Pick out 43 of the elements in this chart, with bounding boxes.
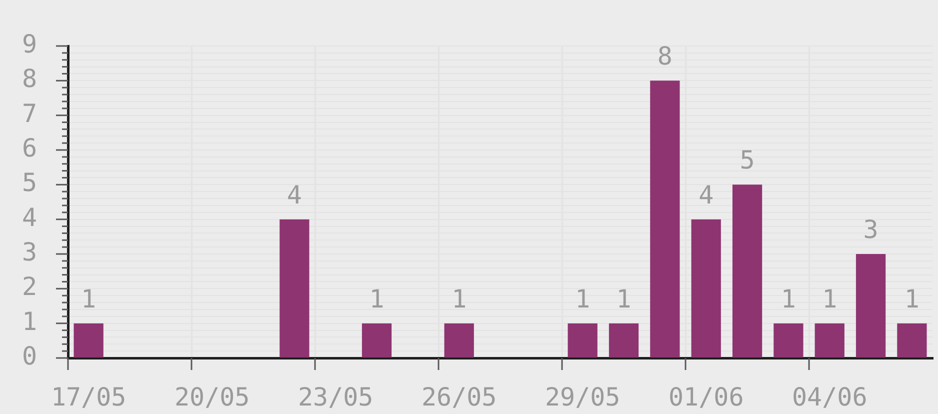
bar bbox=[74, 323, 104, 358]
x-tick-label: 17/05 bbox=[50, 382, 126, 412]
bar bbox=[814, 323, 844, 358]
data-label: 1 bbox=[81, 284, 96, 314]
y-tick-label: 6 bbox=[22, 134, 37, 162]
bar bbox=[856, 254, 886, 358]
y-tick-label: 7 bbox=[22, 98, 37, 128]
y-tick-label: 4 bbox=[22, 202, 37, 232]
x-tick-label: 04/06 bbox=[792, 382, 868, 412]
bar bbox=[568, 323, 598, 358]
data-label: 1 bbox=[369, 284, 384, 314]
bar bbox=[280, 219, 310, 358]
data-label: 1 bbox=[616, 284, 632, 314]
bar bbox=[362, 323, 392, 358]
y-tick-label: 5 bbox=[22, 168, 37, 198]
bar bbox=[691, 219, 721, 358]
data-label: 1 bbox=[575, 284, 590, 314]
data-label: 1 bbox=[904, 284, 920, 314]
data-label: 3 bbox=[863, 215, 878, 244]
bar bbox=[897, 323, 927, 358]
bar bbox=[444, 323, 474, 358]
data-label: 5 bbox=[740, 146, 755, 175]
y-tick-label: 8 bbox=[22, 64, 37, 94]
bar bbox=[774, 323, 804, 358]
x-tick-label: 01/06 bbox=[668, 382, 744, 412]
x-tick-label: 20/05 bbox=[174, 382, 250, 412]
y-tick-label: 3 bbox=[22, 238, 37, 266]
data-label: 1 bbox=[780, 284, 796, 314]
y-tick-label: 9 bbox=[22, 30, 37, 58]
bar bbox=[608, 323, 639, 358]
bar bbox=[732, 184, 762, 358]
data-label: 1 bbox=[452, 284, 467, 314]
y-tick-label: 1 bbox=[22, 306, 37, 336]
data-label: 4 bbox=[286, 180, 302, 210]
data-label: 1 bbox=[822, 284, 838, 314]
data-label: 4 bbox=[698, 180, 714, 210]
x-tick-label: 26/05 bbox=[421, 382, 497, 412]
y-tick-label: 2 bbox=[22, 272, 37, 302]
bar bbox=[650, 80, 680, 358]
y-tick-label: 0 bbox=[22, 342, 37, 370]
x-tick-label: 23/05 bbox=[298, 382, 374, 412]
data-label: 8 bbox=[657, 42, 672, 71]
x-tick-label: 29/05 bbox=[544, 382, 620, 412]
